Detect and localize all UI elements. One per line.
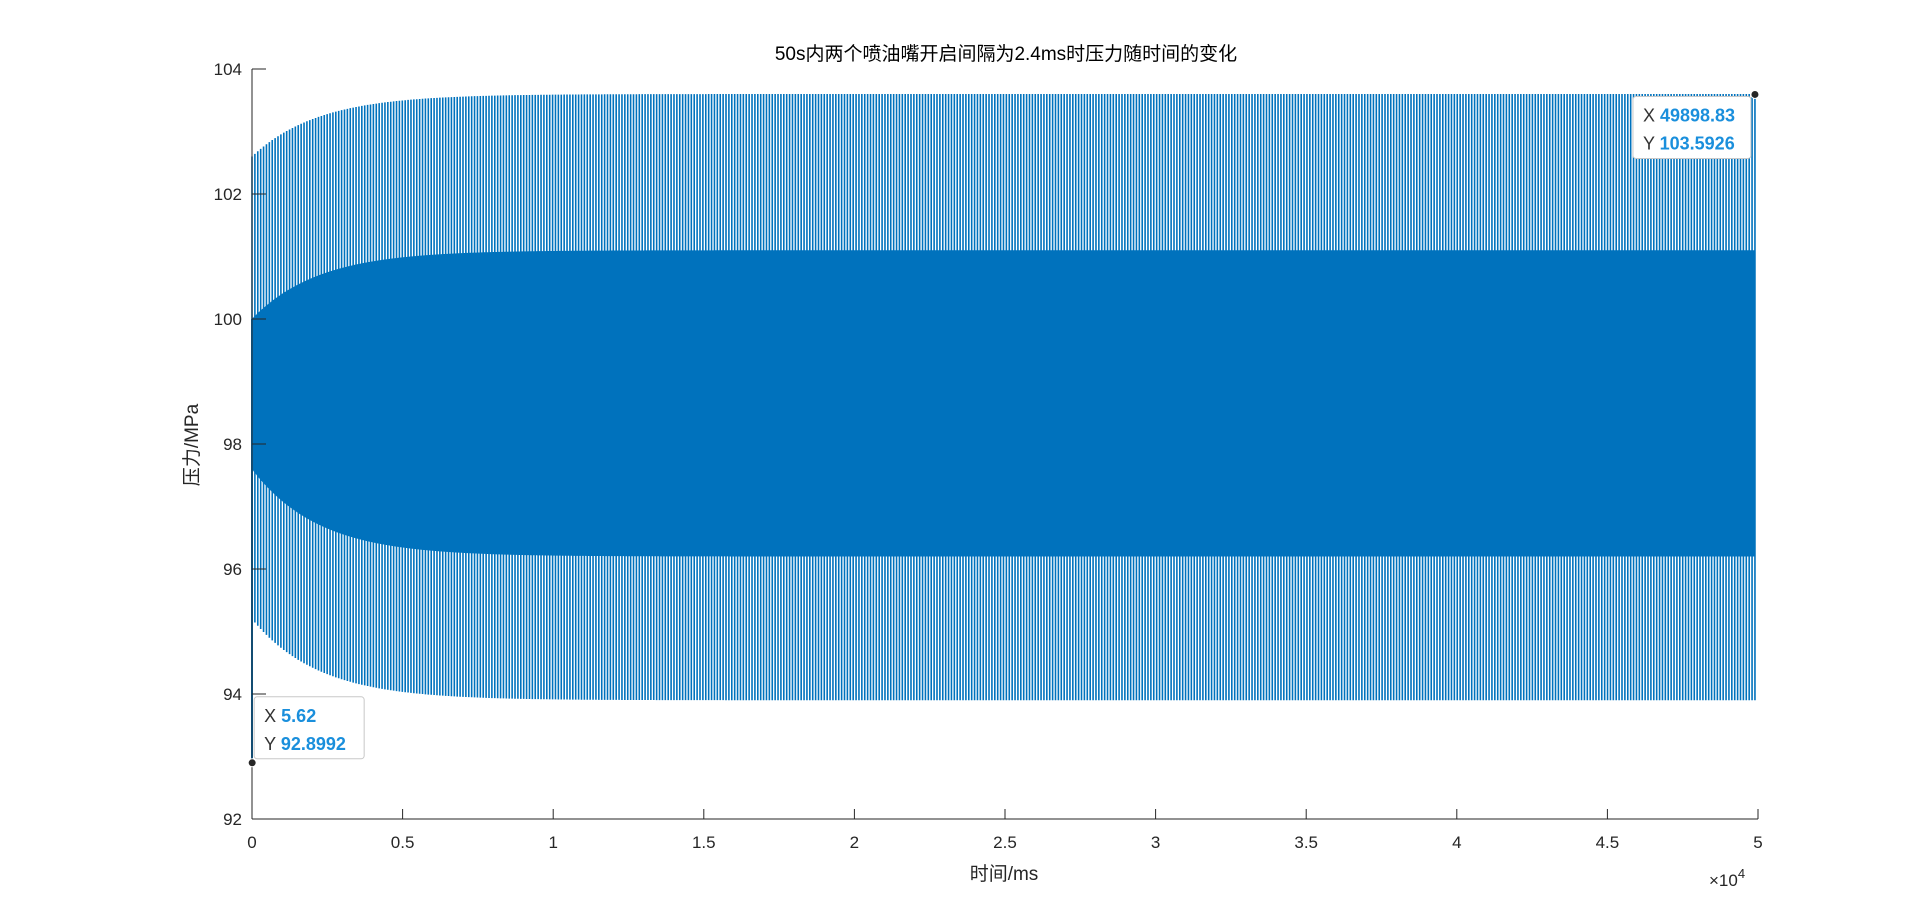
y-tick-label: 104 xyxy=(214,60,242,79)
datatip-x-key: X xyxy=(264,706,281,726)
x-tick-label: 5 xyxy=(1753,833,1762,852)
x-tick-label: 3 xyxy=(1151,833,1160,852)
datatip-y-value: 92.8992 xyxy=(281,734,346,754)
x-tick-label: 4.5 xyxy=(1596,833,1620,852)
y-tick-label: 98 xyxy=(223,435,242,454)
datatip-marker[interactable] xyxy=(1750,89,1760,99)
y-tick-label: 100 xyxy=(214,310,242,329)
x-tick-label: 3.5 xyxy=(1294,833,1318,852)
x-tick-label: 1.5 xyxy=(692,833,716,852)
x-axis-exponent: ×104 xyxy=(1709,866,1745,890)
datatip-y-key: Y xyxy=(1643,133,1660,153)
y-ticks: 92 94 96 98 100 102 104 xyxy=(214,60,266,829)
pressure-series xyxy=(251,94,1756,763)
x-tick-label: 0.5 xyxy=(391,833,415,852)
datatip-box xyxy=(253,696,365,760)
x-tick-label: 4 xyxy=(1452,833,1461,852)
x-tick-label: 2 xyxy=(850,833,859,852)
datatip-marker[interactable] xyxy=(247,758,257,768)
datatip-x-value: 5.62 xyxy=(281,706,316,726)
x-ticks: 0 0.5 1 1.5 2 2.5 3 3.5 4 4.5 5 xyxy=(247,809,1763,852)
datatip-x-row: X 5.62 xyxy=(264,706,316,726)
x-tick-label: 0 xyxy=(247,833,256,852)
x-tick-label: 1 xyxy=(548,833,557,852)
datatip-y-row: Y 103.5926 xyxy=(1643,133,1735,153)
y-tick-label: 102 xyxy=(214,185,242,204)
datatip-y-value: 103.5926 xyxy=(1660,133,1735,153)
x-exponent-base: ×10 xyxy=(1709,871,1738,890)
y-tick-label: 92 xyxy=(223,810,242,829)
series-inner-oscillation xyxy=(251,250,1756,557)
x-exponent-power: 4 xyxy=(1738,866,1745,881)
x-axis-title: 时间/ms xyxy=(970,863,1039,885)
x-tick-label: 2.5 xyxy=(993,833,1017,852)
chart-title: 50s内两个喷油嘴开启间隔为2.4ms时压力随时间的变化 xyxy=(775,43,1237,65)
y-tick-label: 94 xyxy=(223,685,242,704)
datatip-y-row: Y 92.8992 xyxy=(264,734,346,754)
y-axis-title: 压力/MPa xyxy=(181,403,203,486)
datatip-box xyxy=(1632,95,1752,159)
datatip-x-value: 49898.83 xyxy=(1660,105,1735,125)
datatip-x-key: X xyxy=(1643,105,1660,125)
datatip-y-key: Y xyxy=(264,734,281,754)
datatip-x-row: X 49898.83 xyxy=(1643,105,1735,125)
y-tick-label: 96 xyxy=(223,560,242,579)
